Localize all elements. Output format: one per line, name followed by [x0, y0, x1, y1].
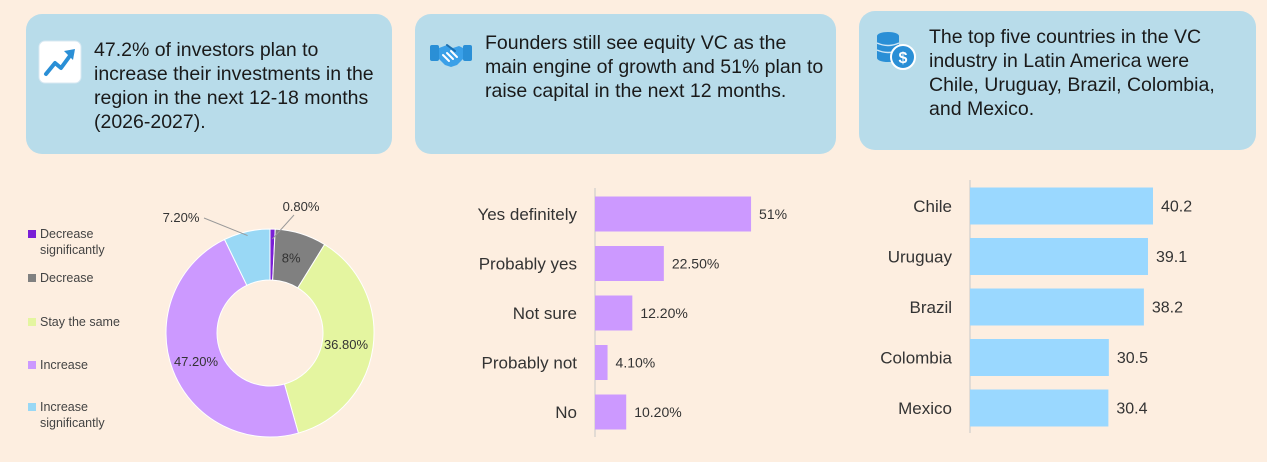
donut-slice	[165, 238, 300, 438]
bar	[970, 238, 1148, 275]
bar-data-label: 12.20%	[640, 305, 687, 321]
bar-data-label: 22.50%	[672, 255, 719, 271]
bar	[970, 339, 1109, 376]
category-label: Probably not	[482, 353, 578, 372]
legend-label: Decrease	[40, 271, 94, 285]
bar	[595, 196, 752, 232]
svg-text:$: $	[899, 50, 908, 67]
legend-label: Increase	[40, 358, 88, 372]
bar	[595, 246, 664, 281]
donut-data-label: 8%	[282, 251, 301, 266]
legend-label: Increase significantly	[40, 400, 105, 430]
legend-swatch	[28, 403, 36, 411]
donut-slice	[283, 243, 375, 434]
bar-data-label: 10.20%	[634, 404, 681, 420]
category-label: No	[555, 403, 577, 422]
donut-data-label: 7.20%	[163, 210, 200, 225]
bar-data-label: 30.4	[1116, 401, 1147, 418]
legend-swatch	[28, 230, 36, 238]
donut-data-label: 47.20%	[174, 354, 219, 369]
bar	[595, 345, 608, 380]
legend-swatch	[28, 318, 36, 326]
category-label: Chile	[913, 197, 952, 216]
bar	[970, 187, 1153, 225]
category-label: Brazil	[909, 298, 952, 317]
category-label: Yes definitely	[477, 205, 577, 224]
coins-icon: $	[876, 32, 916, 70]
legend-swatch	[28, 361, 36, 369]
donut-data-label: 36.80%	[324, 337, 369, 352]
donut-data-label: 0.80%	[283, 199, 320, 214]
bar-data-label: 51%	[759, 206, 787, 222]
bar-data-label: 30.5	[1117, 350, 1148, 367]
bar-chart-founders: Yes definitely 51% Probably yes 22.50% Not s…	[477, 188, 787, 437]
legend-label: Stay the same	[40, 315, 120, 329]
bar	[595, 295, 633, 331]
bar-data-label: 40.2	[1161, 199, 1192, 216]
leader-line	[271, 214, 295, 240]
donut-legend: Decrease significantly Decrease Stay the sa…	[28, 227, 120, 430]
info-card-investors: 47.2% of investors plan to increase thei…	[26, 14, 392, 154]
trend-up-icon	[38, 40, 82, 84]
bar-data-label: 38.2	[1152, 300, 1183, 317]
handshake-icon	[430, 44, 472, 67]
category-label: Uruguay	[888, 247, 953, 266]
category-label: Mexico	[898, 399, 952, 418]
donut-slice	[223, 228, 271, 287]
donut-chart: 0.80% 8% 36.80% 47.20% 7.20%	[163, 199, 375, 438]
category-label: Colombia	[880, 348, 952, 367]
info-card-countries: $ The top five countries in the VC indus…	[859, 11, 1256, 150]
info-card-founders: Founders still see equity VC as the main…	[415, 14, 836, 154]
bar	[970, 288, 1144, 326]
category-label: Probably yes	[479, 254, 577, 273]
bar	[595, 394, 627, 430]
card-text: Founders still see equity VC as the main…	[485, 32, 824, 102]
card-text: The top five countries in the VC industr…	[929, 26, 1215, 120]
category-label: Not sure	[513, 304, 577, 323]
leader-line	[203, 217, 248, 237]
card-text: 47.2% of investors plan to increase thei…	[94, 39, 374, 133]
bar	[970, 389, 1109, 427]
legend-swatch	[28, 274, 36, 282]
legend-label: Decrease significantly	[40, 227, 105, 257]
bar-chart-countries: Chile 40.2 Uruguay 39.1 Brazil 38.2 Colombia 30…	[880, 180, 1192, 433]
bar-data-label: 39.1	[1156, 249, 1187, 266]
bar-data-label: 4.10%	[616, 354, 656, 370]
